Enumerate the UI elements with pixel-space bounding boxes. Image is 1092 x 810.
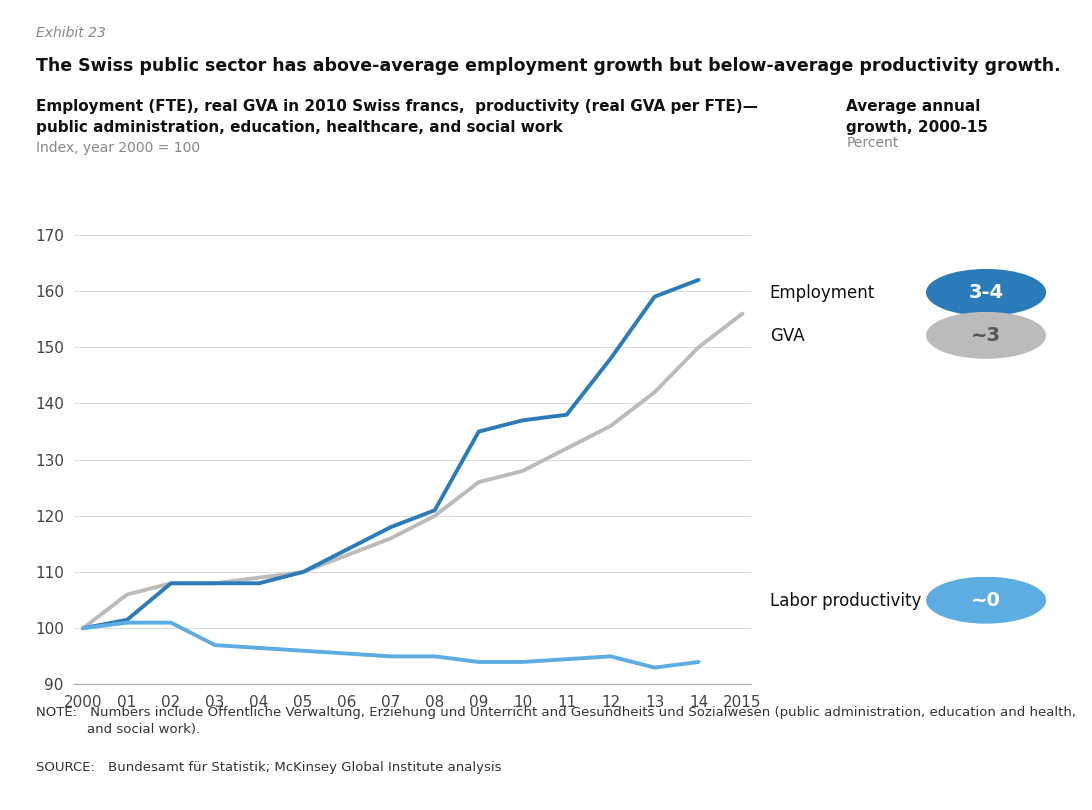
Text: ~3: ~3 [971, 326, 1001, 345]
Text: Labor productivity: Labor productivity [770, 592, 922, 610]
Text: Employment (FTE), real GVA in 2010 Swiss francs,  productivity (real GVA per FTE: Employment (FTE), real GVA in 2010 Swiss… [36, 99, 758, 114]
Text: Employment: Employment [770, 284, 875, 302]
Text: 3-4: 3-4 [969, 283, 1004, 302]
Text: Exhibit 23: Exhibit 23 [36, 26, 106, 40]
Text: public administration, education, healthcare, and social work: public administration, education, health… [36, 120, 562, 135]
Text: Index, year 2000 = 100: Index, year 2000 = 100 [36, 141, 200, 155]
Text: SOURCE: Bundesamt für Statistik; McKinsey Global Institute analysis: SOURCE: Bundesamt für Statistik; McKinse… [36, 761, 501, 774]
Text: ~0: ~0 [971, 590, 1001, 610]
Text: The Swiss public sector has above-average employment growth but below-average pr: The Swiss public sector has above-averag… [36, 57, 1060, 75]
Ellipse shape [926, 269, 1046, 316]
Text: GVA: GVA [770, 327, 805, 345]
Text: Percent: Percent [846, 136, 899, 150]
Text: Average annual
growth, 2000-15: Average annual growth, 2000-15 [846, 99, 988, 134]
Text: NOTE: Numbers include Öffentliche Verwaltung, Erziehung und Unterricht and Gesun: NOTE: Numbers include Öffentliche Verwal… [36, 705, 1076, 718]
Ellipse shape [926, 577, 1046, 624]
Ellipse shape [926, 312, 1046, 359]
Text: and social work).: and social work). [36, 723, 200, 735]
